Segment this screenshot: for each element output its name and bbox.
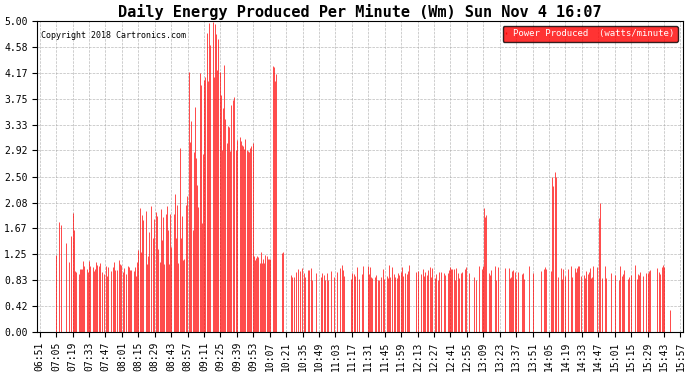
Title: Daily Energy Produced Per Minute (Wm) Sun Nov 4 16:07: Daily Energy Produced Per Minute (Wm) Su… bbox=[118, 4, 602, 20]
Text: Copyright 2018 Cartronics.com: Copyright 2018 Cartronics.com bbox=[41, 31, 186, 40]
Legend: Power Produced  (watts/minute): Power Produced (watts/minute) bbox=[502, 26, 678, 42]
